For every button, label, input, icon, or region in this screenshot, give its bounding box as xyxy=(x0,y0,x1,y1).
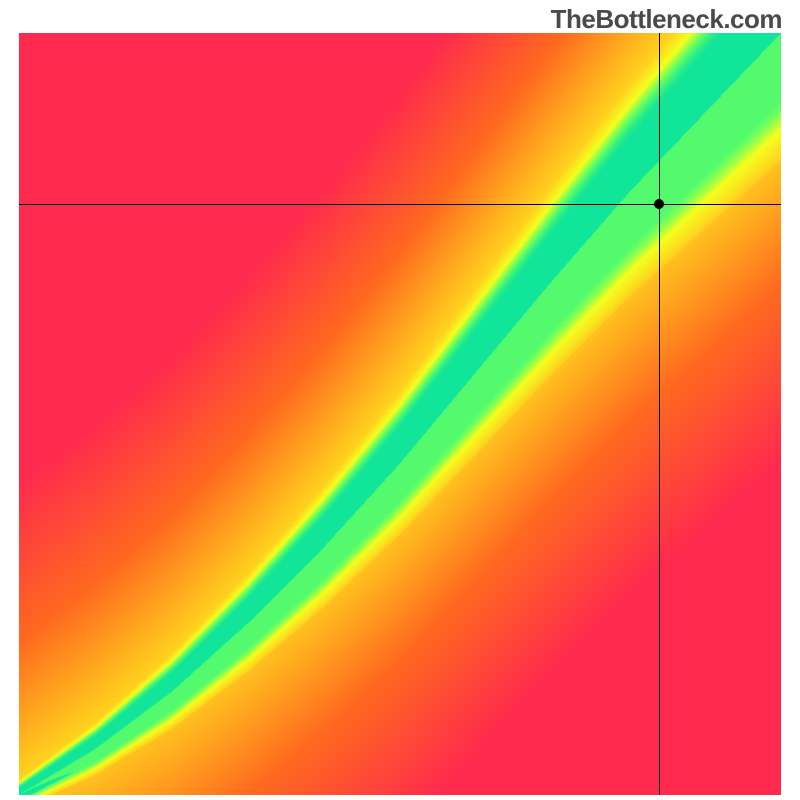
chart-container: TheBottleneck.com xyxy=(0,0,800,800)
heatmap-plot xyxy=(19,33,781,795)
watermark-text: TheBottleneck.com xyxy=(551,4,782,35)
crosshair-marker xyxy=(654,199,664,209)
heatmap-canvas xyxy=(19,33,781,795)
crosshair-vertical xyxy=(659,33,660,795)
crosshair-horizontal xyxy=(19,204,781,205)
